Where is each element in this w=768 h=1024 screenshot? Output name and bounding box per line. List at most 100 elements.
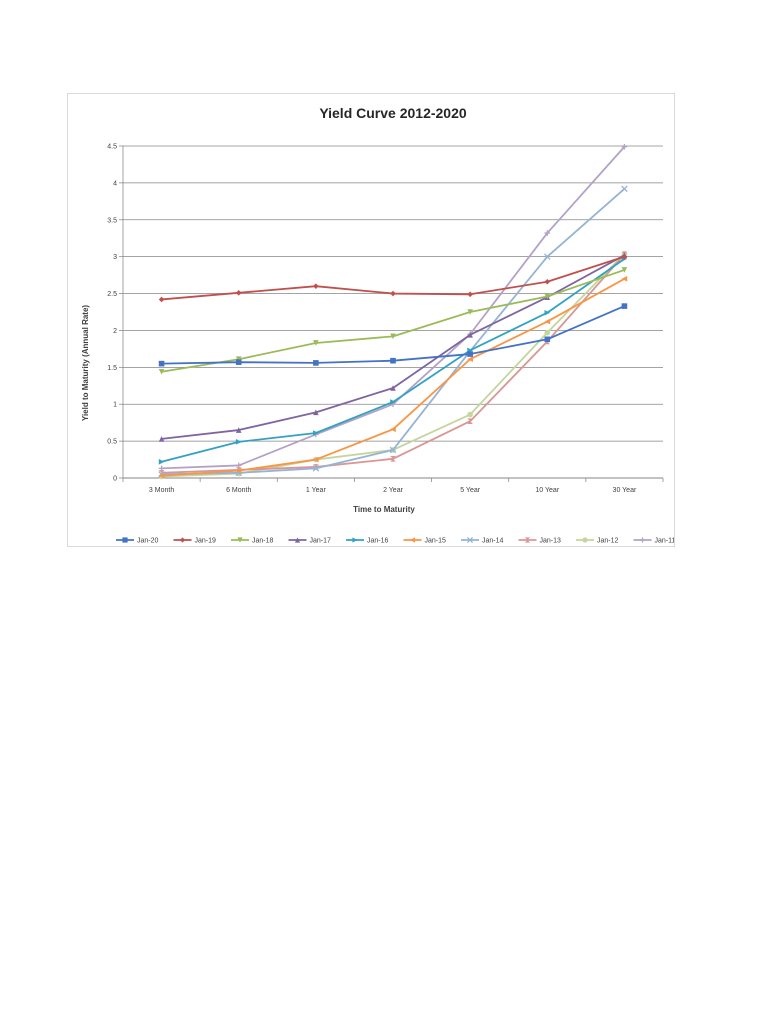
x-tick-label: 3 Month [149,487,174,494]
data-point-marker [390,333,396,340]
data-point-marker [389,446,397,454]
legend-entry: Jan-18 [231,537,274,545]
data-point-marker [294,537,301,543]
data-point-marker [390,290,396,297]
data-point-marker [158,436,165,442]
data-point-marker [235,290,242,296]
data-point-marker [235,359,242,365]
data-point-marker [158,368,165,375]
data-point-marker [544,329,551,336]
data-point-marker [544,253,551,260]
legend-entry: Jan-14 [461,536,504,545]
y-tick-label: 0 [113,476,117,483]
legend-label: Jan-20 [137,538,159,545]
x-tick-label: 10 Year [535,487,559,494]
legend-label: Jan-16 [367,538,389,545]
data-point-marker [179,537,186,543]
legend-label: Jan-15 [425,538,447,545]
data-point-marker [639,537,646,543]
data-point-marker [313,360,319,366]
y-tick-label: 2 [113,328,117,335]
y-tick-label: 1.5 [107,365,117,372]
data-point-marker [621,303,628,309]
x-axis-title: Time to Maturity [353,505,415,514]
legend-entry: Jan-19 [173,537,217,545]
data-point-marker [467,411,473,418]
data-point-marker [235,467,242,474]
data-point-marker [235,356,242,363]
legend-label: Jan-13 [540,538,562,545]
data-point-marker [544,278,551,285]
data-point-marker [544,336,551,343]
axes: 0 0.5 1 1.5 2 2.5 3 3.5 4 4.5 3 Month 6 Month 1 Year… [107,144,664,494]
y-tick-label: 2.5 [107,291,117,298]
data-point-marker [235,439,242,445]
legend-label: Jan-12 [597,538,619,545]
series-lines [158,143,628,480]
data-point-marker [544,293,551,300]
y-tick-label: 3 [113,254,117,261]
x-tick-label: 5 Year [460,487,481,494]
data-point-marker [544,230,551,236]
x-tick-label: 2 Year [383,487,404,494]
chart-title: Yield Curve 2012-2020 [319,105,467,121]
data-point-marker [122,537,128,543]
data-point-marker [467,291,473,298]
data-point-marker [524,537,531,543]
data-point-marker [466,536,474,544]
legend-label: Jan-18 [252,538,274,545]
legend-entry: Jan-20 [116,537,159,545]
series-jan-17 [158,252,628,442]
legend-label: Jan-14 [482,538,504,545]
y-tick-label: 1 [113,402,117,409]
data-point-marker [158,296,165,303]
y-tick-label: 0.5 [107,439,117,446]
series-jan-20 [158,303,628,367]
legend: Jan-20 Jan-19 Jan-18 Jan-17 Jan-16 Jan-15 Jan-… [116,536,675,545]
data-point-marker [313,340,319,346]
legend-entry: Jan-16 [346,537,389,545]
data-point-marker [544,309,551,316]
data-point-marker [390,357,396,364]
data-point-marker [313,283,319,289]
data-point-marker [390,399,396,405]
data-point-marker [621,185,628,193]
data-point-marker [621,267,628,273]
series-jan-15 [158,276,628,479]
series-jan-19 [158,253,628,303]
data-point-marker [621,143,628,150]
data-point-marker [313,409,319,416]
data-point-marker [158,472,165,479]
legend-label: Jan-19 [195,538,217,545]
y-tick-label: 4 [113,180,117,187]
series-jan-13 [158,251,628,476]
x-tick-label: 6 Month [226,487,251,494]
data-point-marker [235,427,242,433]
data-point-marker [467,332,473,338]
series-line [161,253,626,474]
data-point-marker [467,309,473,315]
data-point-marker [313,430,319,436]
data-point-marker [544,318,551,325]
series-jan-11 [158,143,628,472]
data-point-marker [467,418,473,424]
legend-entry: Jan-15 [403,537,447,545]
y-axis-title: Yield to Maturity (Annual Rate) [81,305,90,421]
legend-entry: Jan-17 [288,537,332,545]
data-point-marker [582,537,588,543]
legend-entry: Jan-12 [576,537,619,545]
series-jan-18 [158,267,628,375]
data-point-marker [352,537,358,543]
data-point-marker [313,456,319,463]
data-point-marker [237,537,243,543]
data-point-marker [390,426,396,433]
data-point-marker [467,356,473,363]
data-point-marker [390,456,396,462]
legend-label: Jan-17 [310,538,332,545]
legend-entry: Jan-11 [633,537,675,545]
y-tick-label: 3.5 [107,217,117,224]
data-point-marker [158,360,165,367]
data-point-marker [409,537,416,543]
legend-label: Jan-11 [655,538,675,545]
data-point-marker [390,385,396,391]
